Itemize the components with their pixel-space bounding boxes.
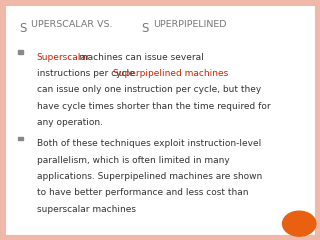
Text: UPERSCALAR VS.: UPERSCALAR VS. [31,20,116,29]
Text: any operation.: any operation. [37,118,103,127]
Text: Superscalar: Superscalar [37,53,91,62]
Text: S: S [141,22,148,35]
Text: Both of these techniques exploit instruction-level: Both of these techniques exploit instruc… [37,139,261,148]
Text: can issue only one instruction per cycle, but they: can issue only one instruction per cycle… [37,85,261,95]
Text: have cycle times shorter than the time required for: have cycle times shorter than the time r… [37,102,270,111]
Text: UPERPIPELINED: UPERPIPELINED [153,20,227,29]
Text: S: S [19,22,27,35]
Text: applications. Superpipelined machines are shown: applications. Superpipelined machines ar… [37,172,262,181]
Circle shape [283,211,316,236]
Text: to have better performance and less cost than: to have better performance and less cost… [37,188,248,197]
Text: superscalar machines: superscalar machines [37,204,136,214]
Text: machines can issue several: machines can issue several [76,53,204,62]
Bar [18,137,23,140]
Bar [18,50,23,54]
Text: Superpipelined machines: Superpipelined machines [113,69,228,78]
Text: parallelism, which is often limited in many: parallelism, which is often limited in m… [37,156,229,165]
Text: instructions per cycle.: instructions per cycle. [37,69,140,78]
